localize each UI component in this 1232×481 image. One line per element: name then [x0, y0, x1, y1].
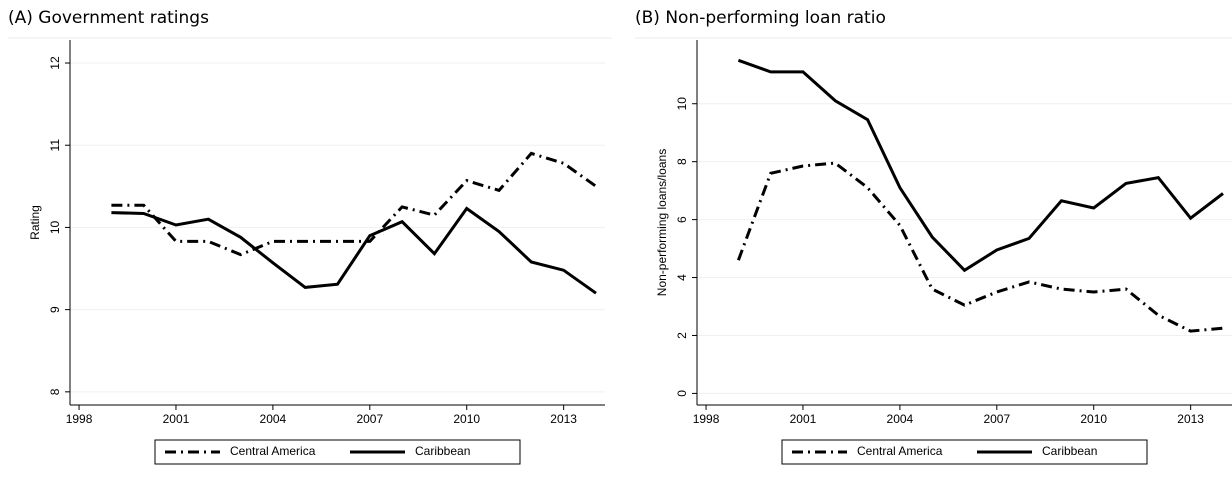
y-tick-label: 11	[48, 139, 62, 152]
y-tick-label: 4	[675, 274, 689, 281]
series-line	[111, 206, 597, 295]
x-tick-label: 2010	[1080, 412, 1107, 426]
y-tick-label: 9	[48, 306, 62, 313]
x-tick-label: 2004	[887, 412, 914, 426]
x-tick-label: 1998	[66, 412, 93, 426]
y-tick-label: 10	[48, 220, 62, 234]
legend-label: Caribbean	[415, 444, 470, 458]
x-tick-label: 2004	[260, 412, 287, 426]
x-tick-label: 2013	[1177, 412, 1204, 426]
legend-label: Caribbean	[1042, 444, 1097, 458]
legend-label: Central America	[857, 444, 943, 458]
y-tick-label: 8	[48, 388, 62, 395]
y-tick-label: 0	[675, 390, 689, 397]
series-line	[111, 151, 597, 257]
y-axis-label: Rating	[28, 205, 42, 240]
x-tick-label: 2001	[790, 412, 817, 426]
x-tick-label: 2007	[983, 412, 1010, 426]
x-tick-label: 2013	[550, 412, 577, 426]
series-line	[737, 58, 1224, 273]
series-line	[736, 161, 1224, 333]
y-tick-label: 2	[675, 332, 689, 339]
y-tick-label: 6	[675, 216, 689, 223]
y-axis-label: Non-performing loans/loans	[655, 149, 669, 296]
legend-label: Central America	[230, 444, 316, 458]
y-tick-label: 12	[48, 56, 62, 70]
x-tick-label: 2001	[163, 412, 190, 426]
x-tick-label: 2010	[453, 412, 480, 426]
y-tick-label: 8	[675, 158, 689, 165]
chart-title: (A) Government ratings	[8, 8, 209, 28]
chart-title: (B) Non-performing loan ratio	[635, 8, 886, 28]
x-tick-label: 2007	[356, 412, 383, 426]
y-tick-label: 10	[675, 97, 689, 111]
x-tick-label: 1998	[693, 412, 720, 426]
